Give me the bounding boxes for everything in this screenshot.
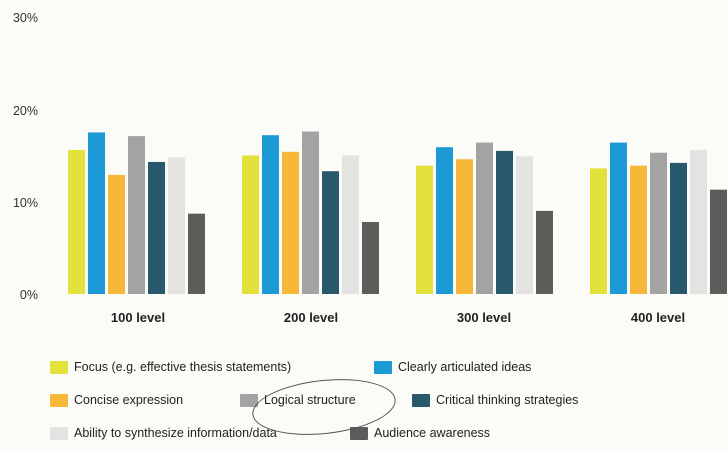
legend-label: Audience awareness [374,426,491,440]
bar [88,132,105,294]
y-tick-label: 10% [13,196,38,210]
bar [128,136,145,294]
legend-item: Clearly articulated ideas [374,358,531,376]
legend-item: Audience awareness [350,424,490,442]
bar [590,168,607,294]
bar [262,135,279,294]
legend-swatch [350,426,368,440]
legend-label: Clearly articulated ideas [398,360,532,374]
bar [436,147,453,294]
bar [496,150,513,294]
bar [536,210,553,294]
y-tick-label: 20% [13,104,38,118]
legend-swatch [412,393,430,407]
legend-swatch [240,393,258,407]
legend-item: Critical thinking strategies [412,391,578,409]
bar [168,157,185,294]
bar [242,155,259,294]
bar [610,142,627,294]
bar [322,171,339,294]
bars-group [68,131,727,294]
x-tick-label: 100 level [111,310,165,325]
y-tick-label: 0% [20,288,38,302]
legend-item: Ability to synthesize information/data [50,424,277,442]
bar [302,131,319,294]
x-tick-label: 300 level [457,310,511,325]
bar [108,174,125,294]
x-axis: 100 level 200 level 300 level 400 level [111,310,685,325]
bar [650,152,667,294]
bar [188,213,205,294]
bar [710,189,727,294]
legend-label: Critical thinking strategies [436,393,579,407]
legend-item: Concise expression [50,391,183,409]
bar [342,155,359,294]
bar [362,221,379,294]
legend-swatch [50,393,68,407]
legend-swatch [50,360,68,374]
x-tick-label: 200 level [284,310,338,325]
bar [68,149,85,294]
legend-item: Focus (e.g. effective thesis statements) [50,358,291,376]
bar [630,165,647,294]
bar [476,142,493,294]
bar [456,159,473,294]
x-tick-label: 400 level [631,310,685,325]
bar [282,151,299,294]
y-tick-label: 30% [13,11,38,25]
legend-item: Logical structure [240,391,356,409]
bar [690,149,707,294]
legend-label: Concise expression [74,393,184,407]
bar [148,161,165,294]
legend-label: Focus (e.g. effective thesis statements) [74,360,292,374]
bar [416,165,433,294]
y-axis: 30% 20% 10% 0% [13,11,38,302]
bar [670,162,687,294]
legend-label: Ability to synthesize information/data [74,426,277,440]
legend-swatch [50,426,68,440]
bar [516,156,533,294]
legend-swatch [374,360,392,374]
legend-label: Logical structure [264,393,356,407]
